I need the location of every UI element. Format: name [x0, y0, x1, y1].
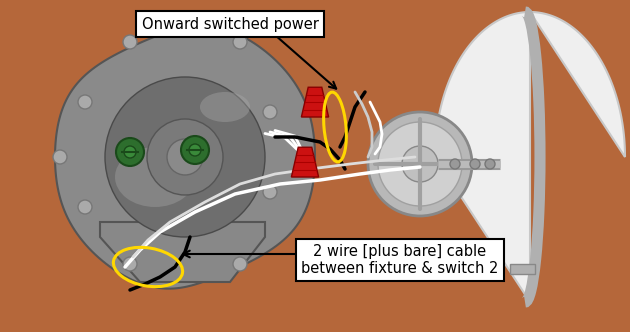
- Text: Onward switched power: Onward switched power: [142, 17, 318, 32]
- Text: 2 wire [plus bare] cable
between fixture & switch 2: 2 wire [plus bare] cable between fixture…: [301, 244, 499, 276]
- Circle shape: [123, 257, 137, 271]
- Circle shape: [368, 112, 472, 216]
- Circle shape: [123, 35, 137, 49]
- Circle shape: [116, 138, 144, 166]
- Circle shape: [233, 257, 247, 271]
- Polygon shape: [301, 87, 329, 117]
- Circle shape: [53, 150, 67, 164]
- Circle shape: [402, 146, 438, 182]
- Circle shape: [485, 159, 495, 169]
- Circle shape: [189, 144, 201, 156]
- Polygon shape: [435, 12, 625, 302]
- Circle shape: [78, 200, 92, 214]
- Circle shape: [147, 119, 223, 195]
- Circle shape: [181, 136, 209, 164]
- Ellipse shape: [115, 147, 195, 207]
- Polygon shape: [100, 222, 265, 282]
- Circle shape: [78, 95, 92, 109]
- Polygon shape: [510, 264, 535, 274]
- Polygon shape: [292, 147, 319, 177]
- Circle shape: [263, 185, 277, 199]
- Circle shape: [167, 139, 203, 175]
- Ellipse shape: [200, 92, 250, 122]
- Circle shape: [450, 159, 460, 169]
- Circle shape: [105, 77, 265, 237]
- Circle shape: [470, 159, 480, 169]
- Circle shape: [124, 146, 136, 158]
- Polygon shape: [55, 25, 315, 289]
- Circle shape: [233, 35, 247, 49]
- Circle shape: [263, 105, 277, 119]
- Circle shape: [378, 122, 462, 206]
